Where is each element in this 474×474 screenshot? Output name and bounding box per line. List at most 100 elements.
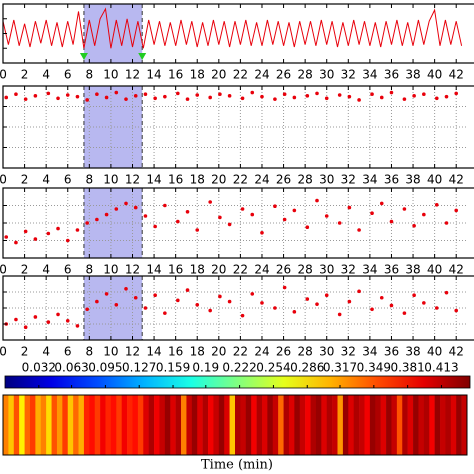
heatmap-frame [2,394,468,456]
scatter-point [65,319,70,323]
scatter-point [250,212,255,217]
scatter-point [305,225,310,229]
scatter-point [227,299,232,304]
heat-stripe [24,395,31,455]
scatter-point [260,301,264,305]
heat-stripe [100,395,106,455]
scatter-point [273,97,277,101]
scatter-point [402,97,407,101]
heat-stripe [121,395,128,455]
heat-stripe [235,395,241,455]
scatter-point [422,92,426,96]
x-axis-label: Time (min) [201,458,273,473]
heat-stripe [342,395,349,455]
x-tick-label: 20 [211,173,226,187]
heat-stripe [407,395,414,455]
scatter-point [104,292,109,296]
scatter-point [347,94,352,99]
x-tick-label: 42 [449,345,464,359]
scatter-point [422,212,426,217]
heat-stripe [245,395,252,455]
x-tick-label: 32 [341,173,356,187]
scatter-point [218,92,222,96]
scatter-point [95,92,99,96]
colorbar-tick-label: 0.19 [192,361,219,375]
scatter-point [163,311,167,315]
x-tick-label: 32 [341,345,356,359]
heat-stripe [299,395,306,455]
scatter-point [315,91,319,96]
scatter-point [240,313,245,318]
scatter-point [195,228,200,232]
heat-stripe [13,395,20,455]
x-tick-label: 36 [384,263,399,277]
x-tick-label: 14 [146,263,161,277]
scatter-point [14,92,18,96]
x-tick-label: 8 [86,345,94,359]
scatter-point [260,94,264,99]
scatter-point [163,94,167,99]
scatter-point [143,214,148,218]
heat-stripe [315,395,322,455]
heat-stripe [159,395,166,455]
scatter-point [347,299,352,304]
x-tick-label: 40 [427,173,442,187]
scatter-point [357,289,361,294]
x-tick-label: 6 [64,173,72,187]
x-tick-label: 42 [449,173,464,187]
heat-stripe [240,395,247,455]
heat-stripe [35,395,42,455]
x-tick-label: 0 [0,173,7,187]
heat-stripe [181,395,187,455]
scatter-point [324,96,329,101]
x-tick-label: 38 [405,345,420,359]
heat-stripe [8,395,15,455]
scatter-point [444,221,449,225]
scatter-point [185,210,190,214]
x-tick-label: 10 [103,173,118,187]
scatter-point [4,95,9,100]
scatter-point [370,92,374,96]
heat-stripe [137,395,144,455]
scatter-point [75,324,80,328]
scatter-point [208,95,212,100]
scatter-point [389,303,394,308]
scatter-point [185,288,190,292]
scatter-point [357,98,361,102]
x-tick-label: 40 [427,68,442,82]
heat-stripe [62,395,69,455]
heat-stripe [386,395,392,455]
x-tick-label: 24 [254,173,269,187]
x-tick-label: 10 [103,68,118,82]
scatter-point [379,295,384,300]
heat-stripe [202,395,209,455]
scatter-point [23,325,28,330]
scatter-point [46,91,51,96]
x-tick-label: 38 [405,173,420,187]
heat-stripe [310,395,317,455]
heat-stripe [40,395,47,455]
heat-stripe [154,395,160,455]
x-tick-label: 4 [42,263,50,277]
heat-stripe [434,395,441,455]
scatter-point [379,201,384,206]
heat-stripe [29,395,36,455]
x-tick-label: 24 [254,345,269,359]
x-tick-label: 34 [362,345,377,359]
heat-stripe [19,395,25,455]
x-tick-label: 30 [319,263,334,277]
x-tick-label: 28 [297,263,312,277]
scatter-point [389,219,394,224]
heat-stripe [364,395,371,455]
heat-stripe [461,395,468,455]
scatter-point [454,308,459,313]
x-tick-label: 20 [211,68,226,82]
heat-stripe [391,395,398,455]
scatter-point [292,95,297,100]
scatter-point [75,94,80,99]
x-tick-label: 16 [168,68,183,82]
heat-stripe [261,395,268,455]
scatter-point [14,240,18,245]
x-tick-label: 38 [405,263,420,277]
scatter-point [65,238,70,243]
